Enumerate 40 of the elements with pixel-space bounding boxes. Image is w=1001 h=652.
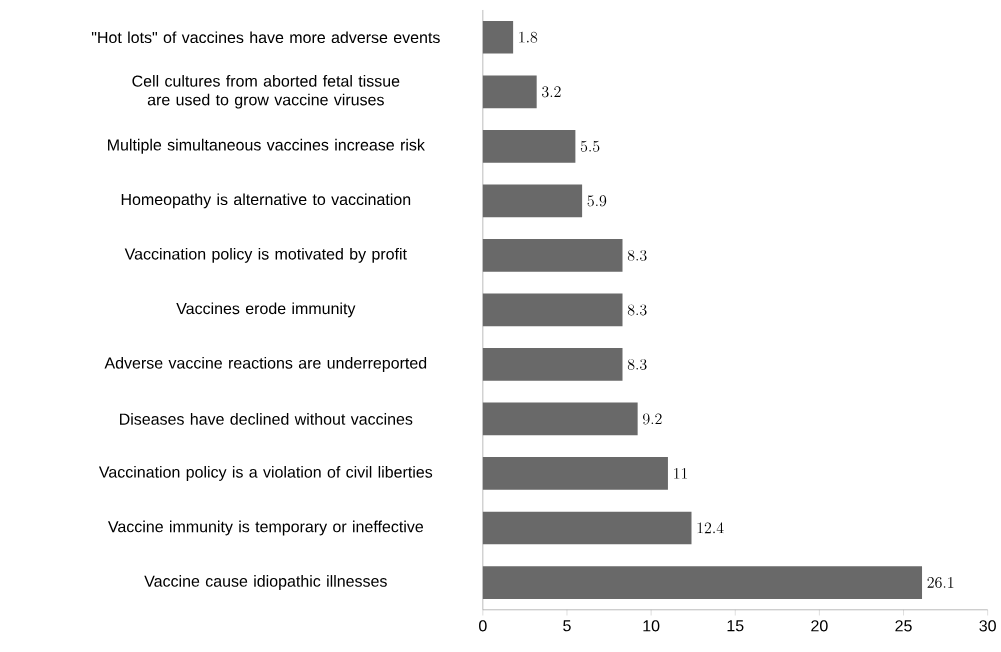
bar bbox=[482, 184, 583, 218]
data-label: 5.9 bbox=[587, 195, 607, 207]
y-tick-label: Vaccine immunity is temporary or ineffective bbox=[107, 520, 424, 536]
x-tick-label: 10 bbox=[643, 620, 660, 632]
y-tick-label: "Hot lots" of vaccines have more adverse events bbox=[91, 31, 440, 44]
y-tick-label: Multiple simultaneous vaccines increase risk bbox=[108, 138, 425, 154]
bar bbox=[482, 75, 537, 109]
x-tick-label: 30 bbox=[979, 620, 996, 632]
x-tick-label: 5 bbox=[563, 620, 571, 632]
data-label: 3.2 bbox=[542, 86, 561, 98]
y-tick-label: Vaccine cause idiopathic illnesses bbox=[144, 575, 387, 591]
bar bbox=[482, 130, 576, 163]
bar bbox=[482, 348, 623, 381]
data-label: 26. 1 bbox=[927, 577, 954, 589]
y-tick-label: Vaccines erode immunity bbox=[176, 302, 356, 318]
y-tick-label: Vaccination policy is motivated by profit bbox=[124, 248, 407, 263]
bar bbox=[482, 402, 638, 436]
data-label: 5.5 bbox=[580, 140, 600, 152]
data-label: 12.4 bbox=[697, 522, 724, 534]
data-label: 8.3 bbox=[627, 304, 647, 316]
x-tick-label: 25 bbox=[895, 620, 912, 632]
bar bbox=[482, 566, 923, 599]
bar bbox=[482, 239, 623, 272]
y-tick-label: Diseases have declined without vaccines bbox=[120, 413, 413, 425]
data-label: 1 .8 bbox=[519, 31, 538, 43]
data-label: 11 bbox=[674, 468, 688, 479]
bar bbox=[482, 293, 623, 327]
y-tick-label: Homeopathy is alternative to vaccination bbox=[121, 193, 411, 209]
data-label: 8.3 bbox=[627, 359, 647, 371]
data-label: 8.3 bbox=[627, 249, 647, 261]
bar bbox=[482, 511, 692, 545]
x-tick-label: 0 bbox=[479, 620, 487, 632]
x-tick-label: 15 bbox=[727, 620, 744, 632]
y-tick-label: Cell cultures from aborted fetal tissue are used to grow vaccine viruses bbox=[132, 75, 400, 109]
data-label: 9.2 bbox=[643, 413, 662, 425]
y-tick-label: Vaccination policy is a violation of civil liberties bbox=[98, 466, 433, 482]
bar bbox=[482, 457, 668, 490]
x-tick-label: 20 bbox=[811, 620, 828, 632]
bar bbox=[482, 21, 514, 54]
y-tick-label: Adverse vaccine reactions are underreported bbox=[104, 357, 427, 372]
